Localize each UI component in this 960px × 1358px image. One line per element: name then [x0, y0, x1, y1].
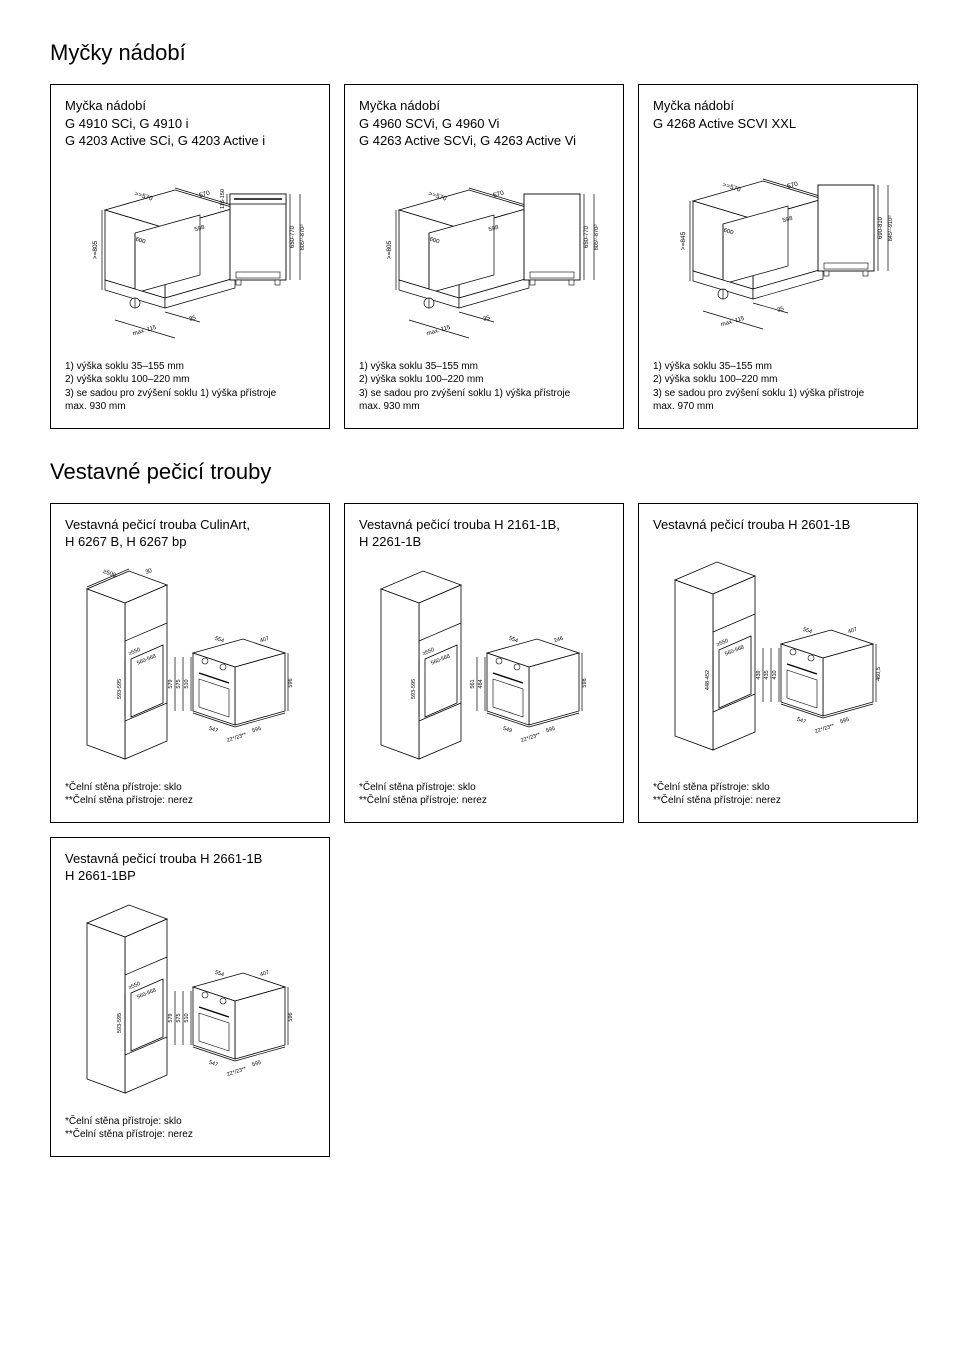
oven-card: Vestavná pečicí trouba H 2161-1B, H 2261…: [344, 503, 624, 823]
svg-text:30: 30: [145, 568, 154, 576]
oven-row-1: Vestavná pečicí trouba CulinArt, H 6267 …: [50, 503, 910, 823]
svg-text:690-810: 690-810: [878, 216, 884, 239]
oven-row-2: Vestavná pečicí trouba H 2661-1B H 2661-…: [50, 837, 910, 1157]
card-footnotes: *Čelní stěna přístroje: sklo **Čelní stě…: [359, 781, 609, 808]
card-title: Myčka nádobí G 4268 Active SCVI XXL: [653, 97, 903, 132]
card-title: Vestavná pečicí trouba H 2661-1B H 2661-…: [65, 850, 315, 885]
dishwasher-card: Myčka nádobí G 4268 Active SCVI XXL570>=…: [638, 84, 918, 429]
card-footnotes: *Čelní stěna přístroje: sklo **Čelní stě…: [65, 781, 315, 808]
card-title: Vestavná pečicí trouba CulinArt, H 6267 …: [65, 516, 315, 551]
svg-text:≥500: ≥500: [102, 569, 117, 579]
svg-text:650-770: 650-770: [584, 225, 590, 248]
svg-text:22*/23**: 22*/23**: [520, 732, 542, 744]
dishwasher-card: Myčka nádobí G 4910 SCi, G 4910 i G 4203…: [50, 84, 330, 429]
svg-text:22*/23**: 22*/23**: [814, 723, 836, 735]
card-footnotes: *Čelní stěna přístroje: sklo **Čelní stě…: [65, 1115, 315, 1142]
oven-card: Vestavná pečicí trouba CulinArt, H 6267 …: [50, 503, 330, 823]
svg-text:575: 575: [176, 1013, 182, 1022]
svg-text:650-770: 650-770: [290, 225, 296, 248]
svg-text:554: 554: [214, 970, 225, 979]
card-footnotes: 1) výška soklu 35–155 mm 2) výška soklu …: [653, 360, 903, 414]
svg-text:448-452: 448-452: [705, 670, 711, 690]
svg-text:549: 549: [502, 726, 513, 735]
svg-text:>=805: >=805: [386, 240, 393, 259]
section-heading-ovens: Vestavné pečicí trouby: [50, 459, 910, 485]
svg-text:116-150: 116-150: [220, 189, 226, 209]
oven-diagram: ≥50030≥550560-568593-5955544075965105755…: [65, 561, 315, 771]
svg-text:246: 246: [553, 636, 564, 645]
svg-text:593-595: 593-595: [117, 679, 123, 699]
oven-diagram: ≥550560-568593-5955542465984845615955492…: [359, 561, 609, 771]
svg-text:510: 510: [184, 679, 190, 688]
svg-text:595: 595: [251, 726, 262, 735]
svg-text:547: 547: [208, 726, 219, 735]
card-title: Vestavná pečicí trouba H 2161-1B, H 2261…: [359, 516, 609, 551]
svg-text:554: 554: [508, 636, 519, 645]
svg-text:593-595: 593-595: [117, 1013, 123, 1033]
svg-text:22*/23**: 22*/23**: [226, 732, 248, 744]
section-heading-dishwashers: Myčky nádobí: [50, 40, 910, 66]
svg-text:547: 547: [208, 1060, 219, 1069]
svg-text:595: 595: [251, 1060, 262, 1069]
svg-text:598: 598: [582, 678, 588, 687]
svg-text:510: 510: [184, 1013, 190, 1022]
card-footnotes: *Čelní stěna přístroje: sklo **Čelní stě…: [653, 781, 903, 808]
svg-text:484: 484: [478, 679, 484, 688]
svg-text:596: 596: [288, 1012, 294, 1021]
svg-text:579: 579: [168, 679, 174, 688]
oven-card: Vestavná pečicí trouba H 2601-1B≥550560-…: [638, 503, 918, 823]
svg-text:547: 547: [796, 717, 807, 726]
svg-text:596: 596: [288, 678, 294, 687]
card-title: Myčka nádobí G 4960 SCVi, G 4960 Vi G 42…: [359, 97, 609, 150]
svg-text:579: 579: [168, 1013, 174, 1022]
dishwasher-diagram: 570>=570598600>=845690-810845¹⁾-910²⁾35m…: [653, 142, 903, 350]
card-footnotes: 1) výška soklu 35–155 mm 2) výška soklu …: [65, 360, 315, 414]
svg-text:22*/23**: 22*/23**: [226, 1066, 248, 1078]
card-title: Vestavná pečicí trouba H 2601-1B: [653, 516, 903, 534]
svg-text:561: 561: [470, 679, 476, 688]
svg-text:435: 435: [764, 670, 770, 679]
svg-text:554: 554: [214, 636, 225, 645]
svg-text:407: 407: [259, 970, 270, 979]
svg-text:407: 407: [259, 636, 270, 645]
card-title: Myčka nádobí G 4910 SCi, G 4910 i G 4203…: [65, 97, 315, 150]
card-footnotes: 1) výška soklu 35–155 mm 2) výška soklu …: [359, 360, 609, 414]
dishwasher-card: Myčka nádobí G 4960 SCVi, G 4960 Vi G 42…: [344, 84, 624, 429]
svg-text:554: 554: [802, 627, 813, 636]
oven-diagram: ≥550560-568448-452554407460,541043543959…: [653, 543, 903, 771]
svg-text:575: 575: [176, 679, 182, 688]
dishwasher-diagram: 570>=570598600>=805650-770805¹⁾-870²⁾35m…: [359, 160, 609, 350]
dishwasher-diagram: 570>=570598600>=805116-150650-770805¹⁾-8…: [65, 160, 315, 350]
svg-text:460,5: 460,5: [876, 667, 882, 681]
svg-text:439: 439: [756, 670, 762, 679]
dishwasher-row: Myčka nádobí G 4910 SCi, G 4910 i G 4203…: [50, 84, 910, 429]
oven-card: Vestavná pečicí trouba H 2661-1B H 2661-…: [50, 837, 330, 1157]
svg-text:595: 595: [545, 726, 556, 735]
svg-text:407: 407: [847, 627, 858, 636]
oven-diagram: ≥550560-568593-5955544075965105755795955…: [65, 895, 315, 1105]
svg-text:595: 595: [839, 717, 850, 726]
svg-text:593-595: 593-595: [411, 679, 417, 699]
svg-text:>=845: >=845: [680, 231, 687, 250]
svg-text:>=805: >=805: [92, 240, 99, 259]
svg-text:410: 410: [772, 670, 778, 679]
